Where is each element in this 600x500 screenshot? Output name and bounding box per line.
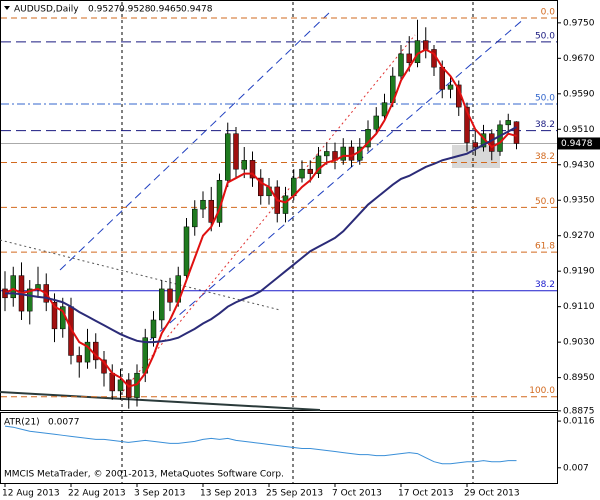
copyright: MMCIS MetaTrader, © 2001-2013, MetaQuote… (4, 470, 284, 480)
candle-body (282, 195, 289, 214)
candle-body (225, 133, 231, 181)
candle-body (414, 40, 421, 64)
y-tick-label: 0.9590 (563, 89, 595, 99)
candle-body (489, 133, 495, 152)
y-tick-label: 0.9670 (563, 54, 595, 64)
candle-body (258, 177, 264, 197)
trend-line (0, 239, 281, 311)
candle-body (381, 102, 388, 117)
y-tick-label: 0.9030 (563, 338, 595, 348)
candle-body (513, 121, 520, 144)
candle-body (109, 372, 115, 392)
x-tick-label: 25 Sep 2013 (266, 489, 323, 499)
open-value: 0.9527 (88, 5, 120, 15)
candle-body (117, 379, 124, 392)
candle-body (406, 53, 412, 64)
candle-body (10, 275, 16, 299)
candle-body (497, 124, 503, 152)
y-tick-label: 0.9750 (563, 18, 595, 28)
y-tick-label: 0.9110 (563, 302, 595, 312)
x-tick-label: 12 Aug 2013 (2, 489, 60, 499)
x-tick-label: 3 Sep 2013 (134, 489, 185, 499)
atr-line (4, 425, 517, 465)
main-frame (0, 0, 558, 411)
candle-body (51, 301, 58, 330)
y-tick-label: 0.8875 (563, 406, 595, 416)
candle-body (159, 288, 165, 321)
x-tick-label: 29 Oct 2013 (464, 489, 520, 499)
atr-value: 0.0077 (48, 418, 80, 428)
candle-body (299, 168, 305, 179)
candle-body (183, 226, 190, 276)
y-tick-label: 0.9510 (563, 125, 595, 135)
candle-body (150, 319, 157, 338)
candle-body (423, 40, 429, 50)
atr-tick-label: 0.007 (563, 463, 589, 473)
channel-line (149, 17, 526, 341)
level-label: 50.0 (535, 31, 555, 41)
level-label: 0.0 (541, 7, 556, 17)
x-tick-label: 17 Oct 2013 (398, 489, 454, 499)
candle-body (93, 341, 99, 361)
candle-body (447, 84, 454, 90)
candle-body (192, 208, 198, 228)
indicator-line (5, 126, 517, 344)
y-tick-label: 0.9350 (563, 196, 595, 206)
candle-body (505, 120, 511, 126)
channel-line (59, 11, 331, 271)
candle-body (324, 151, 330, 157)
atr-label: ATR(21) (4, 418, 40, 428)
candle-body (373, 115, 379, 130)
candle-body (208, 199, 214, 223)
candle-body (126, 379, 132, 398)
y-tick-label: 0.9190 (563, 267, 595, 277)
candle-body (241, 160, 247, 170)
candle-body (307, 168, 313, 174)
y-tick-label: 0.9270 (563, 231, 595, 241)
y-tick-label: 0.8950 (563, 373, 595, 383)
menu-icon[interactable] (4, 6, 10, 10)
candle-body (84, 341, 91, 363)
trend-line (0, 391, 321, 411)
level-label: 100.0 (529, 386, 555, 396)
candle-body (200, 199, 206, 210)
candle-body (167, 288, 173, 303)
candle-body (340, 146, 346, 161)
high-value: 0.9528 (119, 5, 151, 15)
x-tick-label: 13 Sep 2013 (200, 489, 257, 499)
level-label: 38.2 (535, 152, 555, 162)
candle-body (76, 355, 82, 363)
level-label: 38.2 (535, 120, 555, 130)
symbol: AUDUSD,Daily (14, 5, 79, 15)
candle-body (472, 142, 478, 148)
x-tick-label: 7 Oct 2013 (332, 489, 382, 499)
candle-body (365, 129, 371, 148)
candle-body (348, 146, 355, 161)
atr-tick-label: 0.0116 (563, 417, 595, 427)
price-tag (558, 137, 600, 150)
candle-body (398, 53, 404, 77)
price-tag-label: 0.9478 (561, 139, 593, 149)
level-label: 50.0 (535, 94, 555, 104)
low-value: 0.9465 (150, 5, 182, 15)
atr-frame (0, 412, 558, 484)
candle-body (233, 133, 239, 170)
candle-body (27, 288, 33, 312)
x-tick-label: 22 Aug 2013 (68, 489, 126, 499)
close-value: 0.9478 (181, 5, 213, 15)
level-label: 50.0 (535, 197, 555, 207)
y-tick-label: 0.9430 (563, 160, 595, 170)
candle-body (464, 106, 470, 143)
indicator-line (4, 48, 517, 388)
level-label: 38.2 (535, 280, 555, 290)
candle-body (315, 155, 322, 174)
level-label: 61.8 (535, 242, 555, 252)
candle-body (249, 160, 256, 179)
